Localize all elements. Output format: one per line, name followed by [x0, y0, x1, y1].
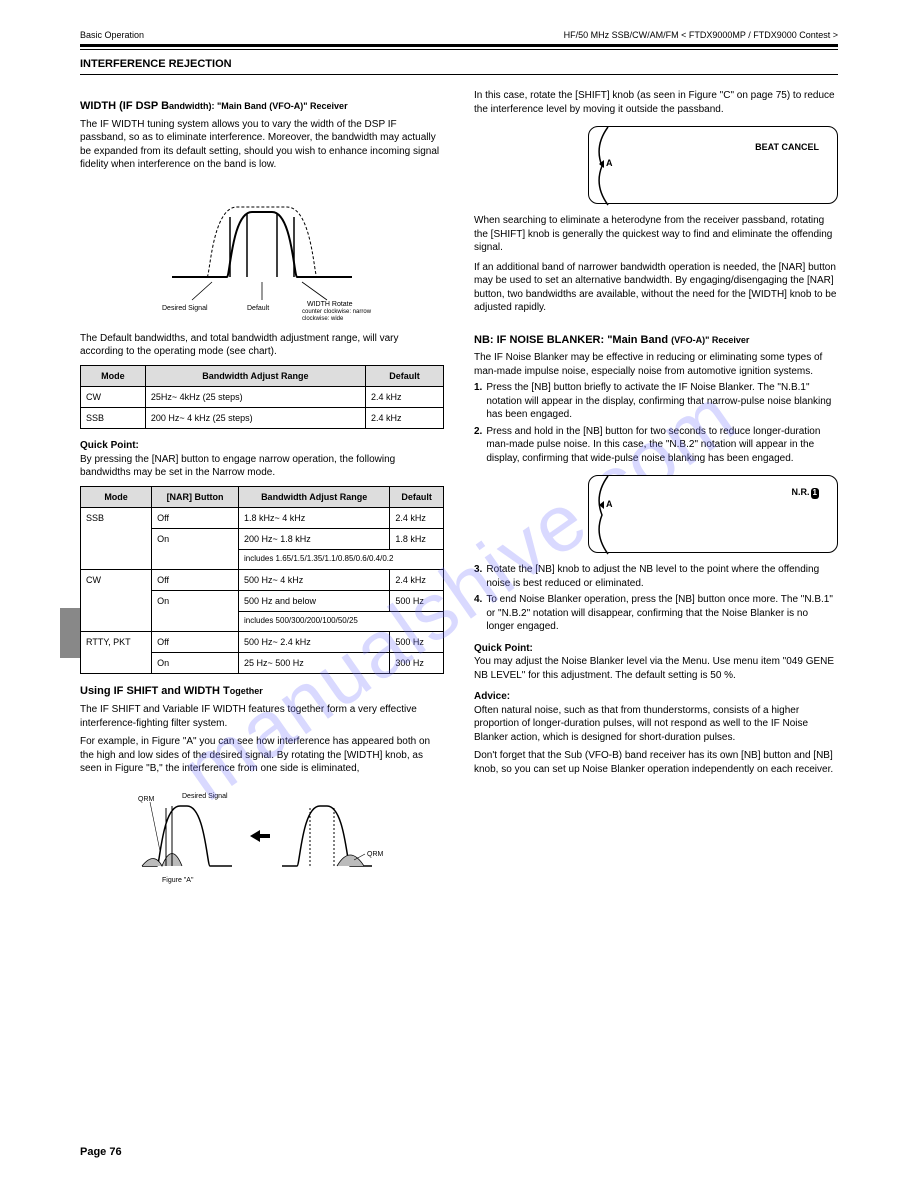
display-a-label: A: [606, 499, 613, 509]
page-header: Basic Operation HF/50 MHz SSB/CW/AM/FM <…: [80, 30, 838, 42]
table-row: CW 25Hz~ 4kHz (25 steps) 2.4 kHz: [81, 386, 444, 407]
triangle-left-icon: [599, 501, 604, 509]
nr-indicator: N.R.1: [792, 486, 819, 499]
t1-h-mode: Mode: [81, 365, 146, 386]
shift-width-figure: QRM Figure "A" Desired Signal QRM: [80, 786, 444, 896]
right-column: In this case, rotate the [SHIFT] knob (a…: [474, 89, 838, 906]
width-heading: WIDTH (IF DSP Bandwidth): "Main Band (VF…: [80, 99, 444, 114]
nb-heading: NB: IF NOISE BLANKER: "Main Band (VFO-A)…: [474, 333, 838, 348]
shift-width-p1: The IF SHIFT and Variable IF WIDTH featu…: [80, 703, 444, 730]
svg-text:clockwise: wide: clockwise: wide: [302, 316, 344, 322]
quick-note: Quick Point:By pressing the [NAR] button…: [80, 439, 444, 480]
bandwidth-table: Mode Bandwidth Adjust Range Default CW 2…: [80, 365, 444, 429]
t2-h-nar: [NAR] Button: [152, 486, 239, 507]
svg-text:Figure "A": Figure "A": [162, 877, 194, 884]
nb-display: A N.R.1: [588, 475, 838, 553]
t1-h-default: Default: [365, 365, 443, 386]
content-columns: WIDTH (IF DSP Bandwidth): "Main Band (VF…: [80, 89, 838, 906]
left-column: WIDTH (IF DSP Bandwidth): "Main Band (VF…: [80, 89, 444, 906]
shift-width-p2: For example, in Figure "A" you can see h…: [80, 735, 444, 776]
page-number: Page 76: [80, 1146, 122, 1158]
side-tab: [60, 608, 80, 658]
beat-cancel-display: A BEAT CANCEL: [588, 126, 838, 204]
nb-step-4: 4. To end Noise Blanker operation, press…: [474, 593, 838, 634]
width-figure: Desired Signal Default WIDTH Rotate coun…: [80, 182, 444, 322]
nar-bandwidth-table: Mode [NAR] Button Bandwidth Adjust Range…: [80, 486, 444, 675]
table-row: SSB Off 1.8 kHz~ 4 kHz 2.4 kHz: [81, 507, 444, 528]
page-title: INTERFERENCE REJECTION: [80, 58, 838, 75]
t2-h-mode: Mode: [81, 486, 152, 507]
nb-step-2: 2. Press and hold in the [NB] button for…: [474, 425, 838, 466]
svg-text:QRM: QRM: [138, 796, 155, 803]
t2-h-range: Bandwidth Adjust Range: [238, 486, 389, 507]
width-desc: The IF WIDTH tuning system allows you to…: [80, 118, 444, 172]
svg-text:Desired Signal: Desired Signal: [182, 793, 228, 800]
bc-p3: If an additional band of narrower bandwi…: [474, 261, 838, 315]
display-a-label: A: [606, 158, 613, 168]
svg-text:QRM: QRM: [367, 851, 384, 858]
fig-label-default: Default: [247, 305, 269, 312]
nb-advice: Advice: Often natural noise, such as tha…: [474, 690, 838, 744]
nb-quick-point: Quick Point: You may adjust the Noise Bl…: [474, 642, 838, 683]
width-desc2: The Default bandwidths, and total bandwi…: [80, 332, 444, 359]
bc-p1: In this case, rotate the [SHIFT] knob (a…: [474, 89, 838, 116]
t2-h-default: Default: [390, 486, 444, 507]
table-row: CW Off 500 Hz~ 4 kHz 2.4 kHz: [81, 569, 444, 590]
fig-label-desired: Desired Signal: [162, 305, 208, 312]
table-row: RTTY, PKT Off 500 Hz~ 2.4 kHz 500 Hz: [81, 632, 444, 653]
header-right: HF/50 MHz SSB/CW/AM/FM < FTDX9000MP / FT…: [564, 30, 838, 40]
nb-desc: The IF Noise Blanker may be effective in…: [474, 351, 838, 378]
nb-step-1: 1. Press the [NB] button briefly to acti…: [474, 381, 838, 422]
nb-advice-2: Don't forget that the Sub (VFO-B) band r…: [474, 749, 838, 776]
triangle-left-icon: [599, 160, 604, 168]
header-rule: [80, 44, 838, 50]
table-row: SSB 200 Hz~ 4 kHz (25 steps) 2.4 kHz: [81, 408, 444, 429]
bc-p2: When searching to eliminate a heterodyne…: [474, 214, 838, 255]
fig-label-width-rotate: WIDTH Rotate: [307, 301, 353, 308]
svg-text:counter clockwise: narrow: counter clockwise: narrow: [302, 309, 372, 315]
header-left: Basic Operation: [80, 30, 144, 40]
shift-width-heading: Using IF SHIFT and WIDTH Together: [80, 684, 444, 699]
beat-cancel-text: BEAT CANCEL: [755, 141, 819, 153]
nb-step-3: 3. Rotate the [NB] knob to adjust the NB…: [474, 563, 838, 590]
t1-h-range: Bandwidth Adjust Range: [145, 365, 365, 386]
